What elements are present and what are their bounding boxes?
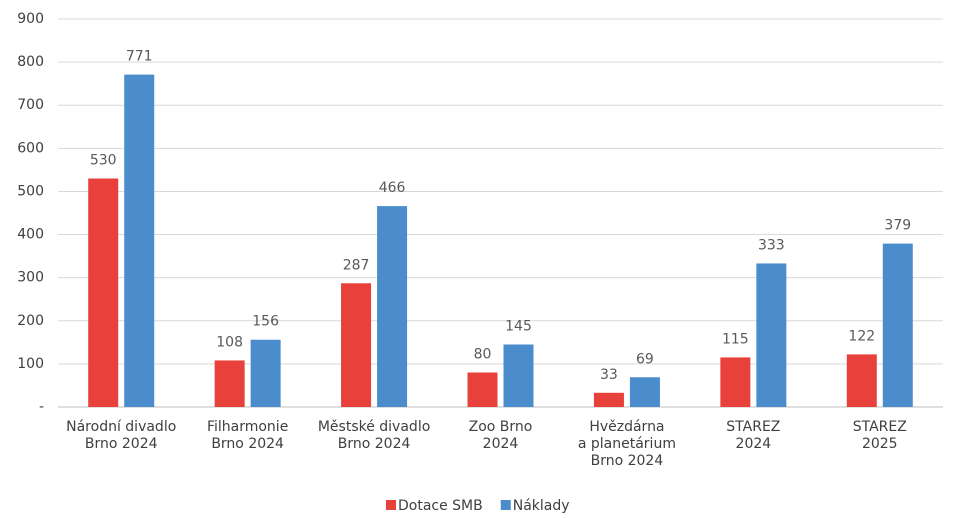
bar (124, 74, 155, 407)
x-tick-line: Brno 2024 (211, 436, 284, 452)
legend-swatch (500, 500, 511, 510)
bar (756, 263, 787, 407)
legend-label: Dotace SMB (398, 498, 483, 514)
legend-swatch (386, 500, 396, 510)
x-tick-line: STAREZ (726, 419, 780, 435)
bar (214, 360, 245, 407)
x-tick-line: Městské divadlo (318, 419, 430, 435)
value-label: 145 (505, 318, 532, 334)
x-tick-line: STAREZ (853, 419, 907, 435)
x-tick-label: Filharmonie Brno 2024 (207, 419, 288, 452)
value-label: 156 (252, 314, 279, 330)
value-label: 69 (636, 351, 654, 367)
bar (250, 339, 281, 407)
value-label: 530 (90, 153, 117, 169)
y-tick-label: - (39, 399, 44, 415)
value-label: 33 (600, 367, 618, 383)
y-tick-label: 500 (17, 183, 44, 199)
legend-label: Náklady (513, 498, 570, 514)
bar (593, 392, 624, 407)
bar (503, 344, 534, 407)
bar (377, 206, 408, 407)
y-tick-label: 800 (17, 54, 44, 70)
y-tick-label: 700 (17, 97, 44, 113)
bar (629, 377, 660, 407)
x-tick-line: Národní divadlo (66, 419, 176, 435)
y-tick-label: 600 (17, 140, 44, 156)
bar (882, 243, 913, 407)
x-tick-line: 2024 (736, 436, 772, 452)
y-tick-label: 100 (17, 356, 44, 372)
value-label: 80 (474, 347, 492, 363)
x-tick-label: Národní divadlo Brno 2024 (66, 419, 176, 452)
x-tick-line: Zoo Brno (469, 419, 533, 435)
y-tick-label: 400 (17, 227, 44, 243)
x-tick-label: STAREZ 2024 (726, 419, 780, 452)
value-label: 287 (343, 257, 370, 273)
x-tick-line: Brno 2024 (85, 436, 158, 452)
value-label: 115 (722, 331, 749, 347)
bar (341, 283, 372, 407)
x-tick-line: 2025 (862, 436, 898, 452)
value-label: 333 (758, 237, 785, 253)
value-label: 379 (884, 218, 911, 234)
x-tick-label: Hvězdárna a planetárium Brno 2024 (578, 419, 676, 469)
bar (720, 357, 751, 407)
x-tick-label: Městské divadlo Brno 2024 (318, 419, 430, 452)
bar (846, 354, 877, 407)
bar (467, 372, 498, 407)
x-tick-line: Brno 2024 (338, 436, 411, 452)
value-label: 771 (126, 49, 153, 65)
x-tick-line: a planetárium (578, 436, 676, 452)
value-label: 122 (848, 328, 875, 344)
value-label: 108 (216, 334, 243, 350)
bar (88, 178, 119, 407)
x-tick-line: 2024 (483, 436, 519, 452)
x-tick-label: Zoo Brno 2024 (469, 419, 533, 452)
x-tick-line: Brno 2024 (591, 453, 664, 469)
x-tick-line: Filharmonie (207, 419, 288, 435)
x-tick-line: Hvězdárna (589, 419, 664, 435)
y-tick-label: 900 (17, 11, 44, 27)
y-tick-label: 300 (17, 270, 44, 286)
x-tick-label: STAREZ 2025 (853, 419, 907, 452)
value-label: 466 (379, 180, 406, 196)
y-tick-label: 200 (17, 313, 44, 329)
